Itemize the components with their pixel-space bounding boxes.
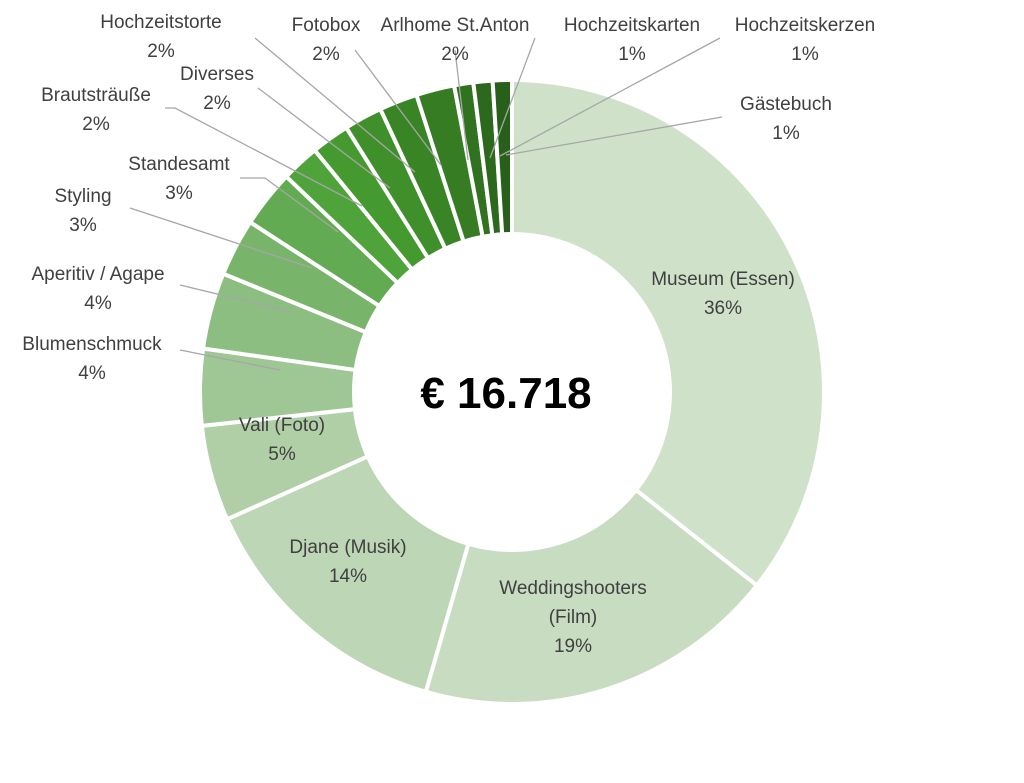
donut-slices [198, 77, 826, 706]
leader-line [240, 177, 339, 233]
slice-value-label: 2% [203, 93, 231, 114]
slice-label: Hochzeitstorte 2% [100, 12, 221, 62]
slice-label: Standesamt 3% [128, 154, 230, 204]
leader-line [129, 207, 313, 269]
slice-label: Hochzeitskarten 1% [564, 15, 700, 65]
leader-line [179, 284, 293, 313]
leader-line [254, 37, 416, 173]
slice-value-label: 4% [84, 293, 112, 314]
slice-value-label: 1% [791, 44, 819, 65]
leader-line [489, 37, 536, 159]
slice-label: Weddingshooters (Film) 19% [499, 578, 647, 657]
slice-weddingshooters-film [423, 487, 760, 706]
slice-value-label: 4% [78, 363, 106, 384]
slice-name-label: Gästebuch [740, 94, 832, 115]
slice-name-label: Hochzeitstorte [100, 12, 221, 33]
slice-name-label: Diverses [180, 64, 254, 85]
leader-line [454, 49, 469, 161]
slice-label: Brautsträuße 2% [41, 85, 151, 135]
slice-value-label: 1% [772, 123, 800, 144]
slice-label: Styling 3% [54, 186, 111, 236]
slice-name-label: Fotobox [292, 15, 361, 36]
slice-label: Diverses 2% [180, 64, 254, 114]
slice-value-label: 14% [329, 566, 367, 587]
slice-name-label: Arlhome St.Anton [381, 15, 530, 36]
leader-line [499, 37, 721, 157]
leader-line [354, 49, 442, 166]
slice-name-label: Aperitiv / Agape [31, 264, 164, 285]
slice-value-label: 2% [82, 114, 110, 135]
slice-name-label: Vali (Foto) [239, 415, 325, 436]
slice-label: Hochzeitskerzen 1% [735, 15, 875, 65]
slice-name-label: Hochzeitskarten [564, 15, 700, 36]
slice-value-label: 2% [441, 44, 469, 65]
leader-line [165, 107, 363, 207]
slice-value-label: 5% [268, 444, 296, 465]
slice-name-label: Styling [54, 186, 111, 207]
slice-labels: Museum (Essen) 36% Weddingshooters (Film) 19… [22, 12, 875, 657]
slice-djane-musik [224, 453, 471, 695]
slice-name-label: Brautsträuße [41, 85, 151, 106]
slice-label: Fotobox 2% [292, 15, 361, 65]
slice-name-label: Djane (Musik) [289, 537, 406, 558]
slice-label: Arlhome St.Anton 2% [381, 15, 530, 65]
slice-value-label: 36% [704, 298, 742, 319]
leader-line [179, 349, 281, 371]
leader-lines [129, 37, 723, 371]
slice-value-label: 2% [312, 44, 340, 65]
slice-gästebuch [490, 77, 514, 237]
slice-name-label: (Film) [549, 607, 598, 628]
leader-line [257, 87, 391, 189]
slice-value-label: 3% [165, 183, 193, 204]
slice-value-label: 3% [69, 215, 97, 236]
slice-name-label: Weddingshooters [499, 578, 647, 599]
slice-label: Gästebuch 1% [740, 94, 832, 144]
slice-value-label: 1% [618, 44, 646, 65]
slice-label: Blumenschmuck 4% [22, 334, 162, 384]
center-total-label: € 16.718 [420, 369, 591, 418]
slice-label: Aperitiv / Agape 4% [31, 264, 164, 314]
slice-value-label: 2% [147, 41, 175, 62]
slice-name-label: Standesamt [128, 154, 230, 175]
slice-value-label: 19% [554, 636, 592, 657]
leader-line [505, 116, 723, 156]
slice-name-label: Museum (Essen) [651, 269, 795, 290]
slice-label: Vali (Foto) 5% [239, 415, 325, 465]
slice-name-label: Hochzeitskerzen [735, 15, 875, 36]
slice-label: Museum (Essen) 36% [651, 269, 795, 319]
slice-museum-essen [510, 77, 826, 589]
slice-name-label: Blumenschmuck [22, 334, 162, 355]
slice-label: Djane (Musik) 14% [289, 537, 406, 587]
